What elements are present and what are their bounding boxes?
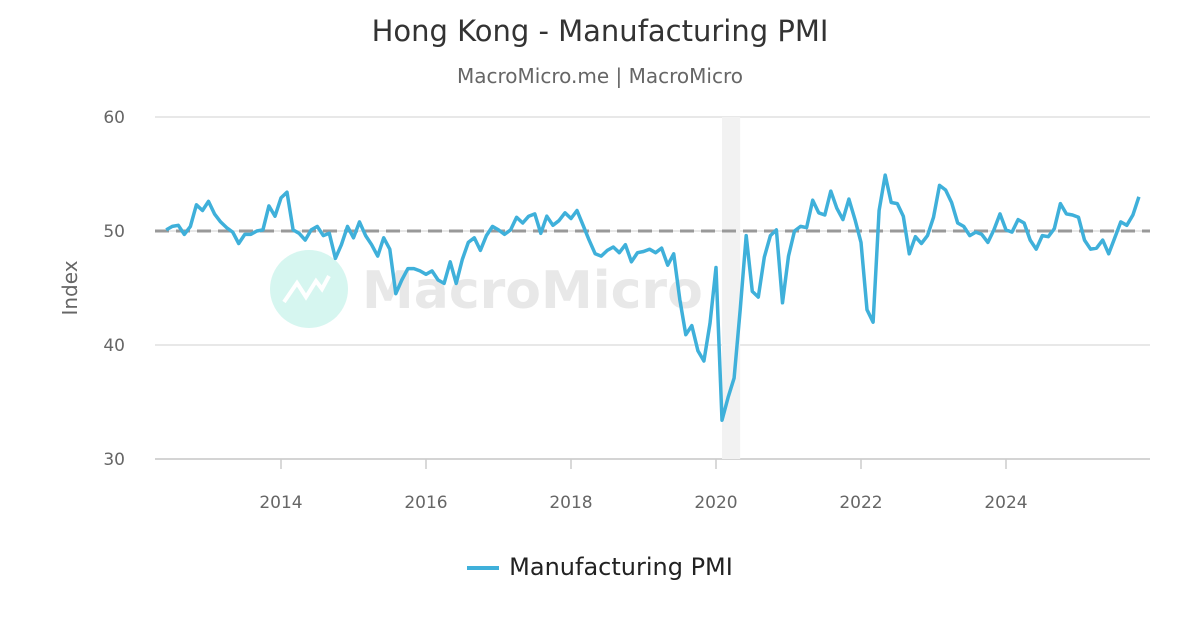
x-tick-label: 2020	[694, 493, 737, 513]
y-tick-label: 50	[103, 222, 125, 242]
y-tick-label: 60	[103, 108, 125, 128]
legend-label: Manufacturing PMI	[509, 553, 733, 581]
x-tick-label: 2018	[549, 493, 592, 513]
chart-subtitle: MacroMicro.me | MacroMicro	[457, 64, 743, 88]
x-tick-label: 2016	[404, 493, 447, 513]
legend[interactable]: Manufacturing PMI	[0, 553, 1200, 581]
y-axis-label: Index	[58, 260, 82, 315]
chart-title: Hong Kong - Manufacturing PMI	[371, 14, 829, 48]
watermark-logo: MacroMicro	[270, 250, 703, 328]
x-tick-label: 2022	[839, 493, 882, 513]
watermark-chart-icon	[282, 275, 331, 304]
x-tick-label: 2024	[984, 493, 1027, 513]
y-tick-label: 40	[103, 336, 125, 356]
y-tick-label: 30	[103, 450, 125, 470]
legend-swatch	[467, 566, 500, 570]
x-tick-label: 2014	[259, 493, 302, 513]
series-line-manufacturing-pmi	[165, 173, 1141, 422]
